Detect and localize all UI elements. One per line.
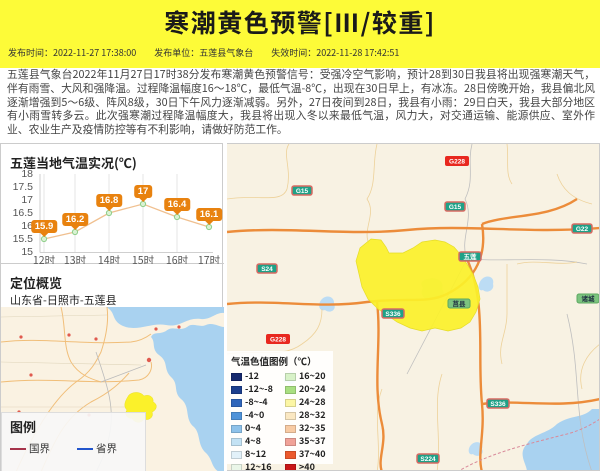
svg-text:17时: 17时 [198, 253, 221, 264]
svg-text:14时: 14时 [98, 253, 121, 264]
svg-text:诸城: 诸城 [582, 294, 596, 303]
svg-text:17.5: 17.5 [13, 181, 34, 193]
svg-text:13时: 13时 [64, 253, 87, 264]
svg-text:15.5: 15.5 [13, 233, 34, 245]
svg-text:莒县: 莒县 [453, 299, 467, 308]
svg-text:G228: G228 [449, 159, 465, 166]
svg-text:S336: S336 [385, 311, 401, 318]
svg-text:G15: G15 [296, 188, 309, 195]
svg-text:17: 17 [21, 194, 33, 206]
svg-text:五莲: 五莲 [464, 252, 478, 261]
svg-text:15: 15 [21, 246, 33, 258]
svg-text:S224: S224 [420, 456, 436, 463]
svg-text:G15: G15 [449, 204, 462, 211]
svg-text:12时: 12时 [33, 253, 56, 264]
svg-text:S336: S336 [490, 401, 506, 408]
svg-text:16.5: 16.5 [13, 207, 34, 219]
svg-text:S24: S24 [261, 266, 273, 273]
svg-text:16时: 16时 [166, 253, 189, 264]
svg-text:G228: G228 [270, 337, 286, 344]
svg-text:18: 18 [21, 168, 33, 180]
svg-text:G22: G22 [576, 226, 589, 233]
svg-text:15时: 15时 [132, 253, 155, 264]
